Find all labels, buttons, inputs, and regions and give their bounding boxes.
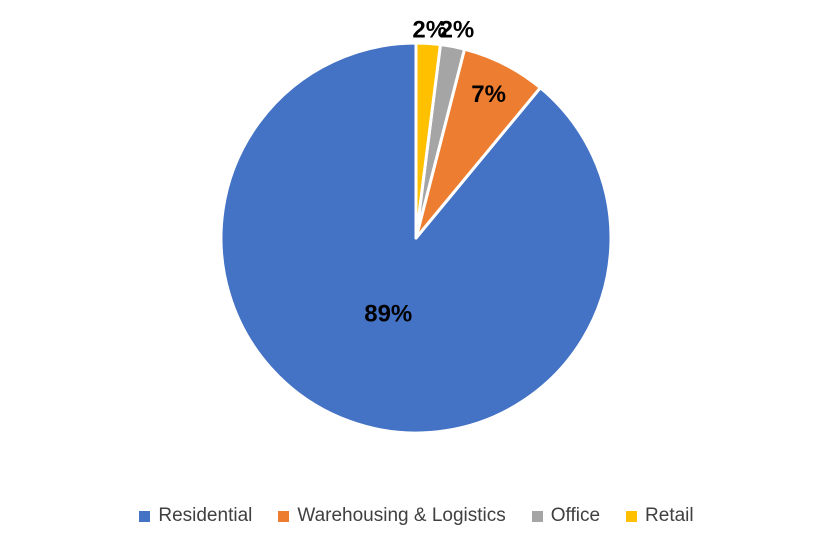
data-label-office: 2% bbox=[440, 16, 475, 43]
legend-swatch-retail bbox=[626, 510, 638, 522]
legend-swatch-office bbox=[531, 510, 543, 522]
legend-label-retail: Retail bbox=[645, 505, 694, 526]
legend-label-office: Office bbox=[550, 505, 601, 526]
data-label-warehousing-logistics: 7% bbox=[471, 81, 506, 108]
legend-item-retail: Retail bbox=[626, 505, 694, 527]
legend: Residential Warehousing & Logistics Offi… bbox=[0, 500, 833, 532]
pie-chart: 89% 7% 2% 2% bbox=[219, 16, 613, 435]
legend-label-residential: Residential bbox=[158, 505, 253, 526]
legend-item-office: Office bbox=[531, 505, 601, 527]
data-label-retail: 2% bbox=[412, 16, 447, 43]
pie-slice-retail bbox=[414, 41, 442, 240]
legend-item-warehousing: Warehousing & Logistics bbox=[278, 505, 506, 527]
legend-swatch-warehousing bbox=[278, 510, 290, 522]
pie-chart-svg: 89% 7% 2%2% bbox=[219, 16, 613, 435]
legend-swatch-residential bbox=[139, 510, 151, 522]
legend-label-warehousing: Warehousing & Logistics bbox=[297, 505, 506, 526]
data-label-residential: 89% bbox=[364, 300, 412, 327]
legend-item-residential: Residential bbox=[139, 505, 252, 527]
